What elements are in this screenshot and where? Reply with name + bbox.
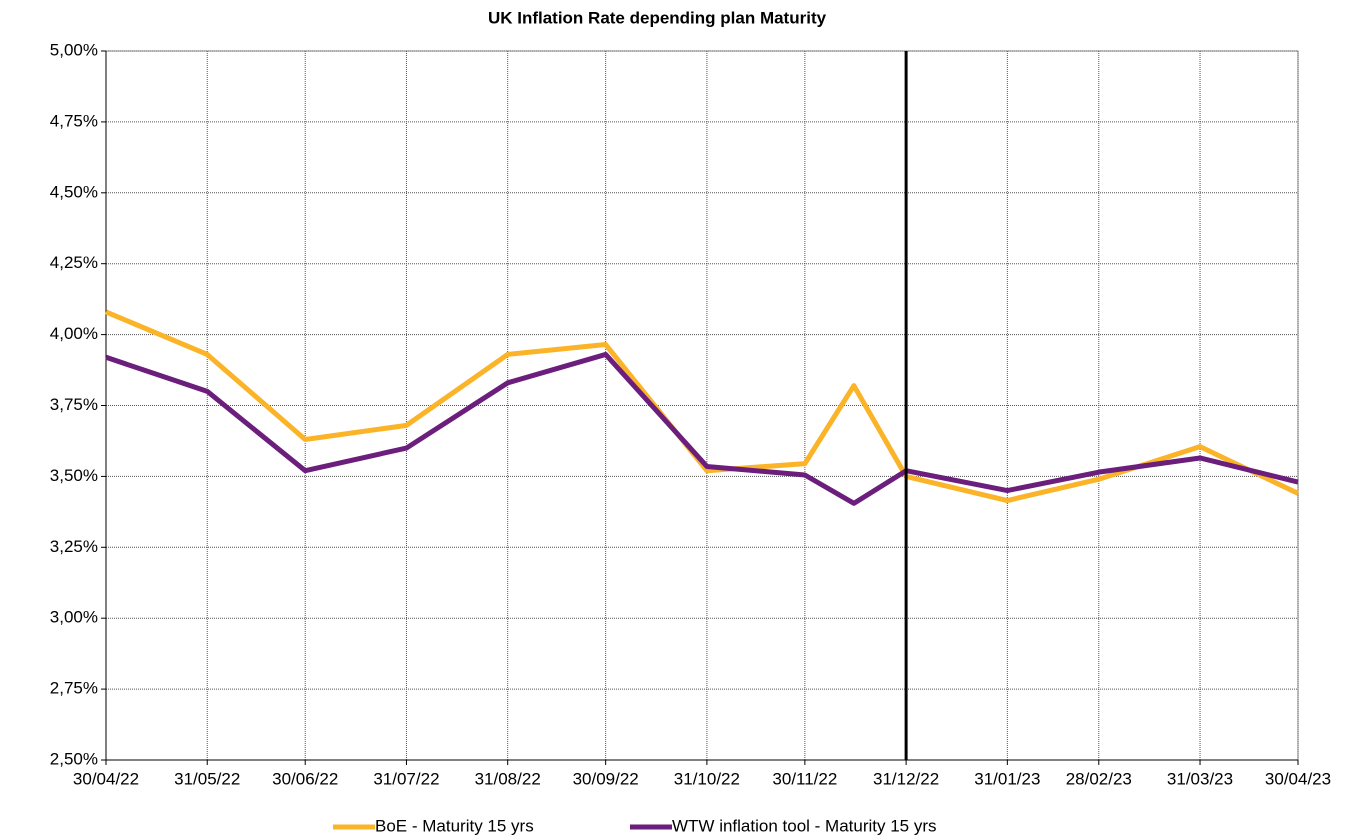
- series-line: [105, 351, 1299, 506]
- y-tick-label: 3,75%: [50, 395, 98, 414]
- legend-label: BoE - Maturity 15 yrs: [375, 816, 534, 835]
- x-tick-label: 31/12/22: [873, 769, 939, 788]
- x-tick-label: 28/02/23: [1066, 769, 1132, 788]
- y-tick-label: 2,50%: [50, 749, 98, 768]
- x-tick-label: 31/05/22: [174, 769, 240, 788]
- x-tick-label: 31/08/22: [475, 769, 541, 788]
- x-tick-label: 30/04/22: [73, 769, 139, 788]
- y-tick-label: 3,00%: [50, 608, 98, 627]
- y-tick-label: 4,25%: [50, 253, 98, 272]
- series-line: [105, 309, 1300, 504]
- y-tick-label: 3,25%: [50, 537, 98, 556]
- x-tick-label: 30/09/22: [573, 769, 639, 788]
- y-tick-label: 3,50%: [50, 466, 98, 485]
- x-tick-label: 31/10/22: [674, 769, 740, 788]
- x-tick-label: 31/07/22: [373, 769, 439, 788]
- legend-label: WTW inflation tool - Maturity 15 yrs: [672, 816, 937, 835]
- y-tick-label: 2,75%: [50, 679, 98, 698]
- x-tick-label: 30/06/22: [272, 769, 338, 788]
- y-tick-label: 4,75%: [50, 111, 98, 130]
- chart-title: UK Inflation Rate depending plan Maturit…: [488, 8, 827, 27]
- y-tick-label: 5,00%: [50, 40, 98, 59]
- y-tick-label: 4,50%: [50, 182, 98, 201]
- x-tick-label: 30/04/23: [1265, 769, 1331, 788]
- y-tick-label: 4,00%: [50, 324, 98, 343]
- x-tick-label: 31/01/23: [974, 769, 1040, 788]
- x-tick-label: 30/11/22: [772, 769, 837, 788]
- x-tick-label: 31/03/23: [1167, 769, 1233, 788]
